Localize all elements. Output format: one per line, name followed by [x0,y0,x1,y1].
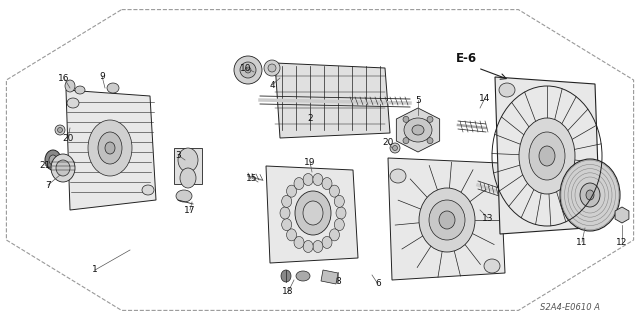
Polygon shape [275,63,390,138]
Ellipse shape [56,160,70,176]
Ellipse shape [519,118,575,194]
Ellipse shape [412,125,424,135]
Text: 10: 10 [240,63,252,73]
Ellipse shape [88,120,132,176]
Text: E-6: E-6 [456,52,477,65]
Ellipse shape [529,132,565,180]
Ellipse shape [484,259,500,273]
Ellipse shape [234,56,262,84]
Ellipse shape [429,200,465,240]
Ellipse shape [322,236,332,248]
Ellipse shape [287,229,296,241]
Text: 20: 20 [62,133,74,142]
Ellipse shape [303,173,313,186]
Ellipse shape [268,64,276,72]
Ellipse shape [390,143,400,153]
Ellipse shape [334,219,344,231]
Text: 8: 8 [335,277,341,286]
Text: 4: 4 [269,81,275,90]
Polygon shape [266,166,358,263]
Ellipse shape [245,67,251,73]
Ellipse shape [58,127,63,132]
Ellipse shape [98,132,122,164]
Polygon shape [495,77,600,234]
Ellipse shape [579,213,595,227]
Ellipse shape [336,207,346,219]
Ellipse shape [427,138,433,144]
Ellipse shape [287,185,296,197]
Ellipse shape [65,80,75,92]
Text: 12: 12 [616,237,628,246]
Polygon shape [66,90,156,210]
Text: S2A4-E0610 A: S2A4-E0610 A [540,303,600,313]
Ellipse shape [51,154,75,182]
Text: 17: 17 [184,205,196,214]
Polygon shape [321,270,338,284]
Ellipse shape [295,191,331,235]
Ellipse shape [586,190,594,200]
Ellipse shape [330,185,339,197]
Ellipse shape [107,83,119,93]
Ellipse shape [296,271,310,281]
Ellipse shape [280,207,290,219]
Ellipse shape [313,173,323,186]
Ellipse shape [240,62,256,78]
Ellipse shape [560,159,620,231]
Ellipse shape [580,183,600,207]
Text: 3: 3 [175,150,181,159]
Ellipse shape [330,229,339,241]
Ellipse shape [67,98,79,108]
Ellipse shape [294,178,304,189]
Ellipse shape [45,150,61,170]
Text: 9: 9 [99,71,105,81]
Ellipse shape [264,60,280,76]
Ellipse shape [419,188,475,252]
Ellipse shape [392,146,397,150]
Text: 11: 11 [576,237,588,246]
Ellipse shape [303,241,313,252]
Ellipse shape [313,241,323,252]
Text: 14: 14 [479,93,491,102]
Text: 21: 21 [39,161,51,170]
Ellipse shape [618,211,626,219]
Ellipse shape [303,201,323,225]
Ellipse shape [334,196,344,207]
Ellipse shape [49,155,57,165]
Text: 13: 13 [483,213,493,222]
Ellipse shape [282,196,292,207]
Text: 18: 18 [282,287,294,297]
Text: 19: 19 [304,157,316,166]
Ellipse shape [439,211,455,229]
Ellipse shape [322,178,332,189]
Text: 7: 7 [45,180,51,189]
Text: 15: 15 [246,173,258,182]
Ellipse shape [427,116,433,122]
Ellipse shape [180,168,196,188]
Polygon shape [396,108,440,152]
Ellipse shape [390,169,406,183]
Text: 20: 20 [382,138,394,147]
Text: 6: 6 [375,279,381,289]
Text: 16: 16 [58,74,70,83]
Ellipse shape [403,138,409,144]
Ellipse shape [403,116,409,122]
Ellipse shape [75,86,85,94]
Polygon shape [615,207,629,223]
Text: 5: 5 [415,95,421,105]
Ellipse shape [142,185,154,195]
Text: 1: 1 [92,266,98,275]
Ellipse shape [178,148,198,172]
Ellipse shape [176,190,192,202]
Ellipse shape [539,146,555,166]
Ellipse shape [105,142,115,154]
Ellipse shape [499,83,515,97]
Ellipse shape [282,219,292,231]
Ellipse shape [404,118,432,142]
Ellipse shape [281,270,291,282]
Ellipse shape [55,125,65,135]
Ellipse shape [294,236,304,248]
Text: 2: 2 [307,114,313,123]
Bar [174,148,202,184]
Polygon shape [388,158,505,280]
